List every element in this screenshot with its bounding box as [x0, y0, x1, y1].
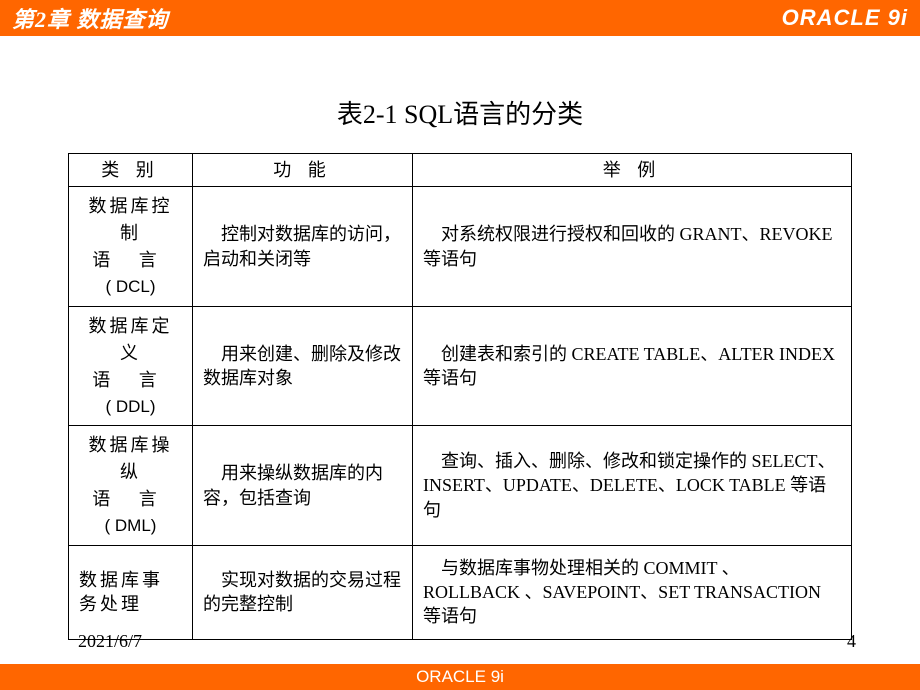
th-function: 功 能 [193, 154, 413, 187]
table-row: 数据库操纵 语 言 ( DML) 用来操纵数据库的内容，包括查询 查询、插入、删… [69, 426, 852, 546]
footer: 2021/6/7 4 [0, 631, 920, 652]
table-row: 数据库定义 语 言 ( DDL) 用来创建、删除及修改数据库对象 创建表和索引的… [69, 306, 852, 426]
bottom-bar: ORACLE 9i [0, 664, 920, 690]
table-row: 数据库控制 语 言 ( DCL) 控制对数据库的访问，启动和关闭等 对系统权限进… [69, 187, 852, 307]
cell-ex-txn: 与数据库事物处理相关的 COMMIT 、 ROLLBACK 、SAVEPOINT… [413, 545, 852, 639]
cell-func-dcl: 控制对数据库的访问，启动和关闭等 [193, 187, 413, 307]
footer-date: 2021/6/7 [78, 631, 142, 652]
th-example: 举 例 [413, 154, 852, 187]
table-container: 类 别 功 能 举 例 数据库控制 语 言 ( DCL) 控制对数据库的访问，启… [68, 153, 852, 640]
top-bar: 第2章 数据查询 ORACLE 9i [0, 0, 920, 36]
th-category: 类 别 [69, 154, 193, 187]
cell-func-txn: 实现对数据的交易过程的完整控制 [193, 545, 413, 639]
brand-top: ORACLE 9i [782, 5, 908, 31]
sql-category-table: 类 别 功 能 举 例 数据库控制 语 言 ( DCL) 控制对数据库的访问，启… [68, 153, 852, 640]
table-row: 数据库事务处理 实现对数据的交易过程的完整控制 与数据库事物处理相关的 COMM… [69, 545, 852, 639]
cell-category-dml: 数据库操纵 语 言 ( DML) [69, 426, 193, 546]
table-header-row: 类 别 功 能 举 例 [69, 154, 852, 187]
table-caption: 表2-1 SQL语言的分类 [0, 94, 920, 131]
cell-ex-dcl: 对系统权限进行授权和回收的 GRANT、REVOKE 等语句 [413, 187, 852, 307]
chapter-title: 第2章 数据查询 [12, 2, 169, 34]
cell-category-txn: 数据库事务处理 [69, 545, 193, 639]
cell-ex-dml: 查询、插入、删除、修改和锁定操作的 SELECT、INSERT、UPDATE、D… [413, 426, 852, 546]
cell-ex-ddl: 创建表和索引的 CREATE TABLE、ALTER INDEX 等语句 [413, 306, 852, 426]
cell-func-ddl: 用来创建、删除及修改数据库对象 [193, 306, 413, 426]
footer-page: 4 [847, 631, 856, 652]
cell-func-dml: 用来操纵数据库的内容，包括查询 [193, 426, 413, 546]
cell-category-ddl: 数据库定义 语 言 ( DDL) [69, 306, 193, 426]
cell-category-dcl: 数据库控制 语 言 ( DCL) [69, 187, 193, 307]
